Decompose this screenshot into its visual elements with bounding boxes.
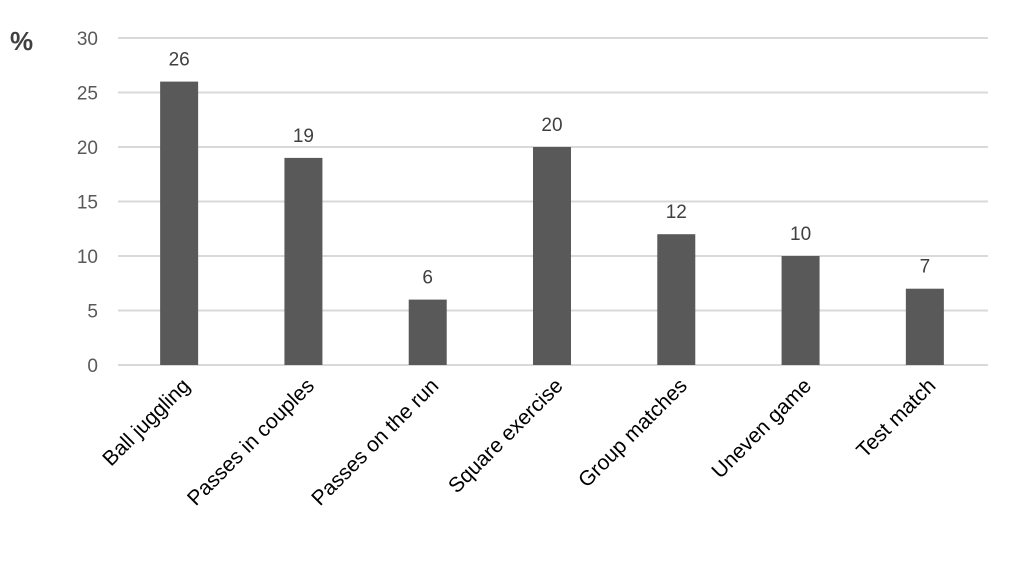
bar (408, 299, 447, 365)
data-label: 10 (790, 224, 811, 245)
data-label: 26 (169, 50, 190, 71)
y-tick-label: 30 (77, 29, 98, 50)
y-tick-label: 15 (77, 193, 98, 214)
y-tick-label: 25 (77, 84, 98, 105)
y-tick-label: 5 (87, 302, 98, 323)
x-tick-label: Square exercise (444, 374, 568, 498)
y-axis-label: % (10, 26, 33, 56)
data-label: 6 (422, 268, 433, 289)
x-tick-label: Passes in couples (183, 374, 319, 510)
x-tick-label: Test match (852, 374, 940, 462)
x-tick-label: Uneven game (707, 374, 816, 483)
y-tick-label: 0 (87, 356, 98, 377)
bar (284, 157, 323, 365)
data-label: 12 (666, 202, 687, 223)
bar (160, 81, 199, 365)
y-tick-label: 10 (77, 247, 98, 268)
bar (781, 256, 820, 365)
y-tick-label: 20 (77, 138, 98, 159)
data-label: 20 (541, 115, 562, 136)
bar (533, 147, 571, 365)
x-tick-label: Passes on the run (307, 374, 443, 510)
bar (657, 234, 696, 365)
x-tick-label: Ball juggling (98, 374, 194, 470)
bar (905, 288, 944, 365)
data-label: 7 (920, 257, 931, 278)
data-label: 19 (293, 126, 314, 147)
x-tick-label: Group matches (574, 374, 692, 492)
